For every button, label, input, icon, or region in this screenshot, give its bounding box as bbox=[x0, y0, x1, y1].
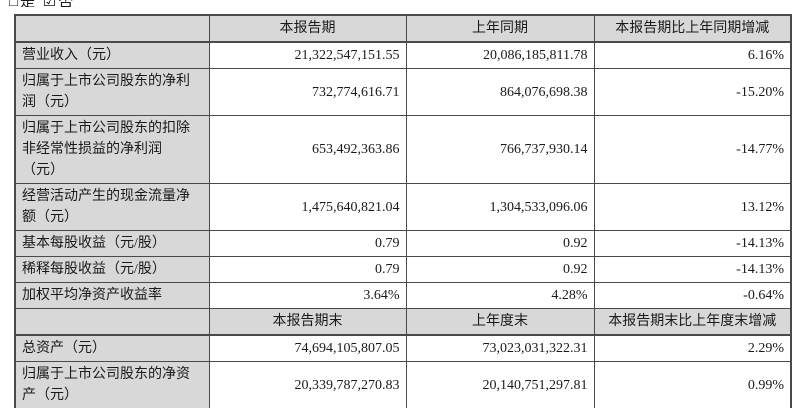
row-label-cell: 归属于上市公司股东的净资 产（元） bbox=[14, 361, 210, 408]
change-cell: -14.13% bbox=[593, 256, 792, 283]
change-cell: -15.20% bbox=[593, 68, 792, 116]
period-end-header-row: 本报告期末 上年度末 本报告期末比上年度末增减 bbox=[14, 308, 792, 336]
current-period-cell: 0.79 bbox=[208, 230, 407, 257]
current-period-cell: 21,322,547,151.55 bbox=[208, 41, 407, 69]
row-label-cell: 基本每股收益（元/股） bbox=[14, 230, 210, 257]
current-period-cell: 653,492,363.86 bbox=[208, 115, 407, 184]
prior-period-cell: 20,140,751,297.81 bbox=[405, 361, 595, 408]
current-period-cell: 732,774,616.71 bbox=[208, 68, 407, 116]
change-cell: 2.29% bbox=[593, 334, 792, 362]
row-label-cell: 加权平均净资产收益率 bbox=[14, 282, 210, 309]
current-period-cell: 0.79 bbox=[208, 256, 407, 283]
table-row-weighted-avg-roe: 加权平均净资产收益率 3.64% 4.28% -0.64% bbox=[14, 282, 792, 309]
table-row-total-assets: 总资产（元） 74,694,105,807.05 73,023,031,322.… bbox=[14, 334, 792, 362]
table-row-diluted-eps: 稀释每股收益（元/股） 0.79 0.92 -14.13% bbox=[14, 256, 792, 283]
row-label-cell: 总资产（元） bbox=[14, 334, 210, 362]
row-label-cell: 营业收入（元） bbox=[14, 41, 210, 69]
row-label-cell: 归属于上市公司股东的净利 润（元） bbox=[14, 68, 210, 116]
change-cell: 13.12% bbox=[593, 183, 792, 231]
change-cell: 6.16% bbox=[593, 41, 792, 69]
prior-period-cell: 864,076,698.38 bbox=[405, 68, 595, 116]
corner-empty-cell bbox=[14, 308, 210, 336]
table-row-basic-eps: 基本每股收益（元/股） 0.79 0.92 -14.13% bbox=[14, 230, 792, 257]
change-cell: -0.64% bbox=[593, 282, 792, 309]
header-prior-year-end: 上年度末 bbox=[405, 308, 595, 336]
change-cell: -14.77% bbox=[593, 115, 792, 184]
table-row-net-profit: 归属于上市公司股东的净利 润（元） 732,774,616.71 864,076… bbox=[14, 68, 792, 116]
header-period-end-change: 本报告期末比上年度末增减 bbox=[593, 308, 792, 336]
change-cell: -14.13% bbox=[593, 230, 792, 257]
table-row-net-profit-excl-nonrecurring: 归属于上市公司股东的扣除 非经常性损益的净利润 （元） 653,492,363.… bbox=[14, 115, 792, 184]
prior-period-cell: 1,304,533,096.06 bbox=[405, 183, 595, 231]
header-prior-period: 上年同期 bbox=[405, 14, 595, 43]
prior-period-cell: 766,737,930.14 bbox=[405, 115, 595, 184]
row-label-cell: 稀释每股收益（元/股） bbox=[14, 256, 210, 283]
prior-period-cell: 20,086,185,811.78 bbox=[405, 41, 595, 69]
current-period-cell: 3.64% bbox=[208, 282, 407, 309]
prior-period-cell: 73,023,031,322.31 bbox=[405, 334, 595, 362]
prior-period-cell: 4.28% bbox=[405, 282, 595, 309]
change-cell: 0.99% bbox=[593, 361, 792, 408]
key-accounting-data-table: 本报告期 上年同期 本报告期比上年同期增减 营业收入（元） 21,322,547… bbox=[14, 14, 792, 408]
header-period-change: 本报告期比上年同期增减 bbox=[593, 14, 792, 43]
restatement-checkbox-note: □是 ☑否 bbox=[9, 0, 129, 7]
table-row-revenue: 营业收入（元） 21,322,547,151.55 20,086,185,811… bbox=[14, 41, 792, 69]
current-period-cell: 74,694,105,807.05 bbox=[208, 334, 407, 362]
row-label-cell: 经营活动产生的现金流量净 额（元） bbox=[14, 183, 210, 231]
period-header-row: 本报告期 上年同期 本报告期比上年同期增减 bbox=[14, 14, 792, 43]
prior-period-cell: 0.92 bbox=[405, 230, 595, 257]
restatement-checkbox-note-text: □是 ☑否 bbox=[9, 0, 129, 7]
table-row-net-assets: 归属于上市公司股东的净资 产（元） 20,339,787,270.83 20,1… bbox=[14, 361, 792, 408]
table-row-operating-cash-flow: 经营活动产生的现金流量净 额（元） 1,475,640,821.04 1,304… bbox=[14, 183, 792, 231]
header-current-period: 本报告期 bbox=[208, 14, 407, 43]
row-label-cell: 归属于上市公司股东的扣除 非经常性损益的净利润 （元） bbox=[14, 115, 210, 184]
corner-empty-cell bbox=[14, 14, 210, 43]
current-period-cell: 1,475,640,821.04 bbox=[208, 183, 407, 231]
current-period-cell: 20,339,787,270.83 bbox=[208, 361, 407, 408]
prior-period-cell: 0.92 bbox=[405, 256, 595, 283]
header-current-period-end: 本报告期末 bbox=[208, 308, 407, 336]
